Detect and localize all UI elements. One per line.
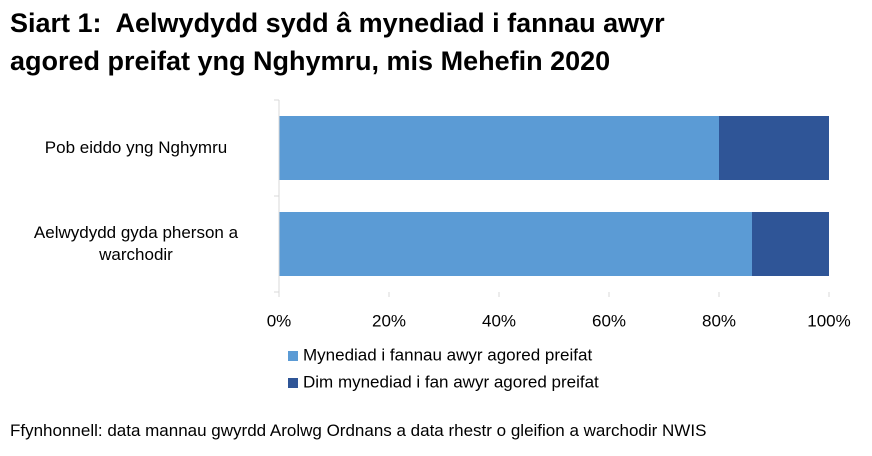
category-label: Aelwydydd gyda pherson a warchodir xyxy=(33,223,239,264)
legend-swatch xyxy=(288,351,298,361)
legend-swatch xyxy=(288,378,298,388)
x-tick-label: 80% xyxy=(702,311,736,330)
category-label: Pob eiddo yng Nghymru xyxy=(44,138,228,157)
x-tick-label: 40% xyxy=(482,311,516,330)
x-tick-label: 100% xyxy=(807,311,850,330)
bar-segment xyxy=(279,212,752,276)
source-note: Ffynhonnell: data mannau gwyrdd Arolwg O… xyxy=(10,421,707,440)
chart-title: Siart 1: Aelwydydd sydd â mynediad i fan… xyxy=(10,8,673,76)
bar-segment xyxy=(279,116,719,180)
legend-label: Dim mynediad i fan awyr agored preifat xyxy=(303,372,599,391)
bar-segment xyxy=(752,212,829,276)
bar-segment xyxy=(719,116,829,180)
x-tick-label: 0% xyxy=(267,311,292,330)
legend-label: Mynediad i fannau awyr agored preifat xyxy=(303,345,592,364)
x-tick-label: 60% xyxy=(592,311,626,330)
x-tick-label: 20% xyxy=(372,311,406,330)
